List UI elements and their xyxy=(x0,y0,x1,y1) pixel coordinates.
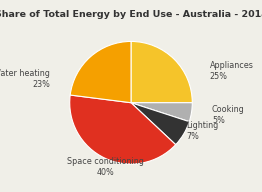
Wedge shape xyxy=(131,103,189,145)
Title: Share of Total Energy by End Use - Australia - 2014: Share of Total Energy by End Use - Austr… xyxy=(0,11,262,19)
Wedge shape xyxy=(70,95,176,164)
Text: Water heating
23%: Water heating 23% xyxy=(0,69,50,89)
Wedge shape xyxy=(131,41,192,103)
Wedge shape xyxy=(70,41,131,103)
Text: Appliances
25%: Appliances 25% xyxy=(209,61,253,81)
Text: Space conditioning
40%: Space conditioning 40% xyxy=(67,157,144,177)
Text: Lighting
7%: Lighting 7% xyxy=(186,121,219,141)
Wedge shape xyxy=(131,103,192,122)
Text: Cooking
5%: Cooking 5% xyxy=(212,105,245,125)
